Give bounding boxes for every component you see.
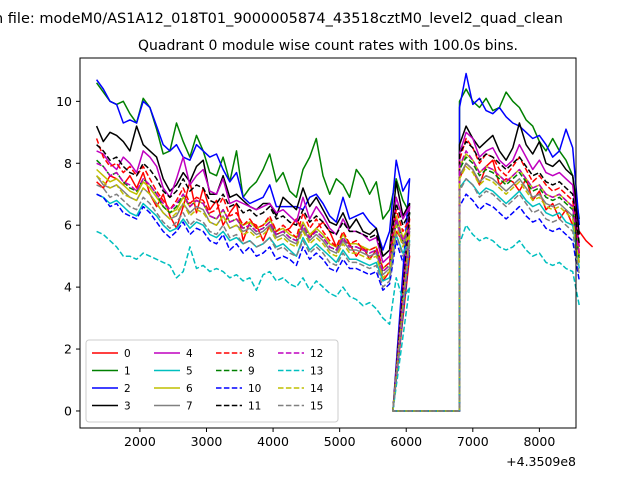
series-layer — [95, 72, 594, 412]
legend-label-10: 10 — [248, 383, 261, 395]
figure-header-text: n file: modeM0/AS1A12_018T01_9000005874_… — [0, 11, 563, 27]
x-tick-label: 6000 — [390, 434, 422, 449]
legend-label-2: 2 — [124, 383, 131, 395]
legend-label-13: 13 — [310, 366, 323, 378]
series-line-12 — [96, 150, 581, 412]
series-line-2 — [95, 72, 581, 412]
x-tick-label: 5000 — [324, 434, 356, 449]
legend-label-6: 6 — [186, 383, 193, 395]
series-line-15 — [96, 178, 581, 412]
legend-label-1: 1 — [124, 366, 131, 378]
series-line-9 — [96, 156, 581, 412]
legend-label-7: 7 — [186, 401, 193, 413]
x-tick-label: 4000 — [257, 434, 289, 449]
legend-label-12: 12 — [310, 348, 323, 360]
series-line-5 — [96, 178, 581, 412]
legend-label-15: 15 — [310, 401, 323, 413]
series-line-4 — [96, 131, 581, 412]
legend-label-11: 11 — [248, 401, 261, 413]
y-tick-label: 4 — [64, 280, 72, 295]
legend-label-5: 5 — [186, 366, 193, 378]
y-tick-label: 2 — [64, 342, 72, 357]
series-line-13 — [96, 224, 581, 412]
legend-label-14: 14 — [310, 383, 324, 395]
legend-label-0: 0 — [124, 348, 131, 360]
legend-label-8: 8 — [248, 348, 255, 360]
legend-box — [85, 339, 339, 423]
series-line-7 — [95, 162, 581, 412]
y-tick-label: 8 — [64, 156, 72, 171]
x-tick-label: 7000 — [457, 434, 489, 449]
series-line-8 — [95, 137, 581, 412]
y-tick-label: 10 — [56, 94, 72, 109]
series-line-14 — [96, 165, 581, 412]
legend-label-4: 4 — [186, 348, 193, 360]
x-tick-label: 2000 — [124, 434, 156, 449]
y-tick-label: 6 — [64, 218, 72, 233]
series-line-10 — [96, 193, 581, 412]
x-tick-label: 8000 — [523, 434, 555, 449]
y-tick-label: 0 — [64, 403, 72, 418]
series-line-11 — [96, 140, 581, 412]
x-tick-label: 3000 — [191, 434, 223, 449]
x-offset-label: +4.3509e8 — [506, 454, 576, 469]
chart-title: Quadrant 0 module wise count rates with … — [138, 38, 518, 54]
legend-label-3: 3 — [124, 401, 131, 413]
legend-label-9: 9 — [248, 366, 255, 378]
series-line-1 — [95, 82, 581, 412]
plot-frame — [79, 57, 577, 429]
